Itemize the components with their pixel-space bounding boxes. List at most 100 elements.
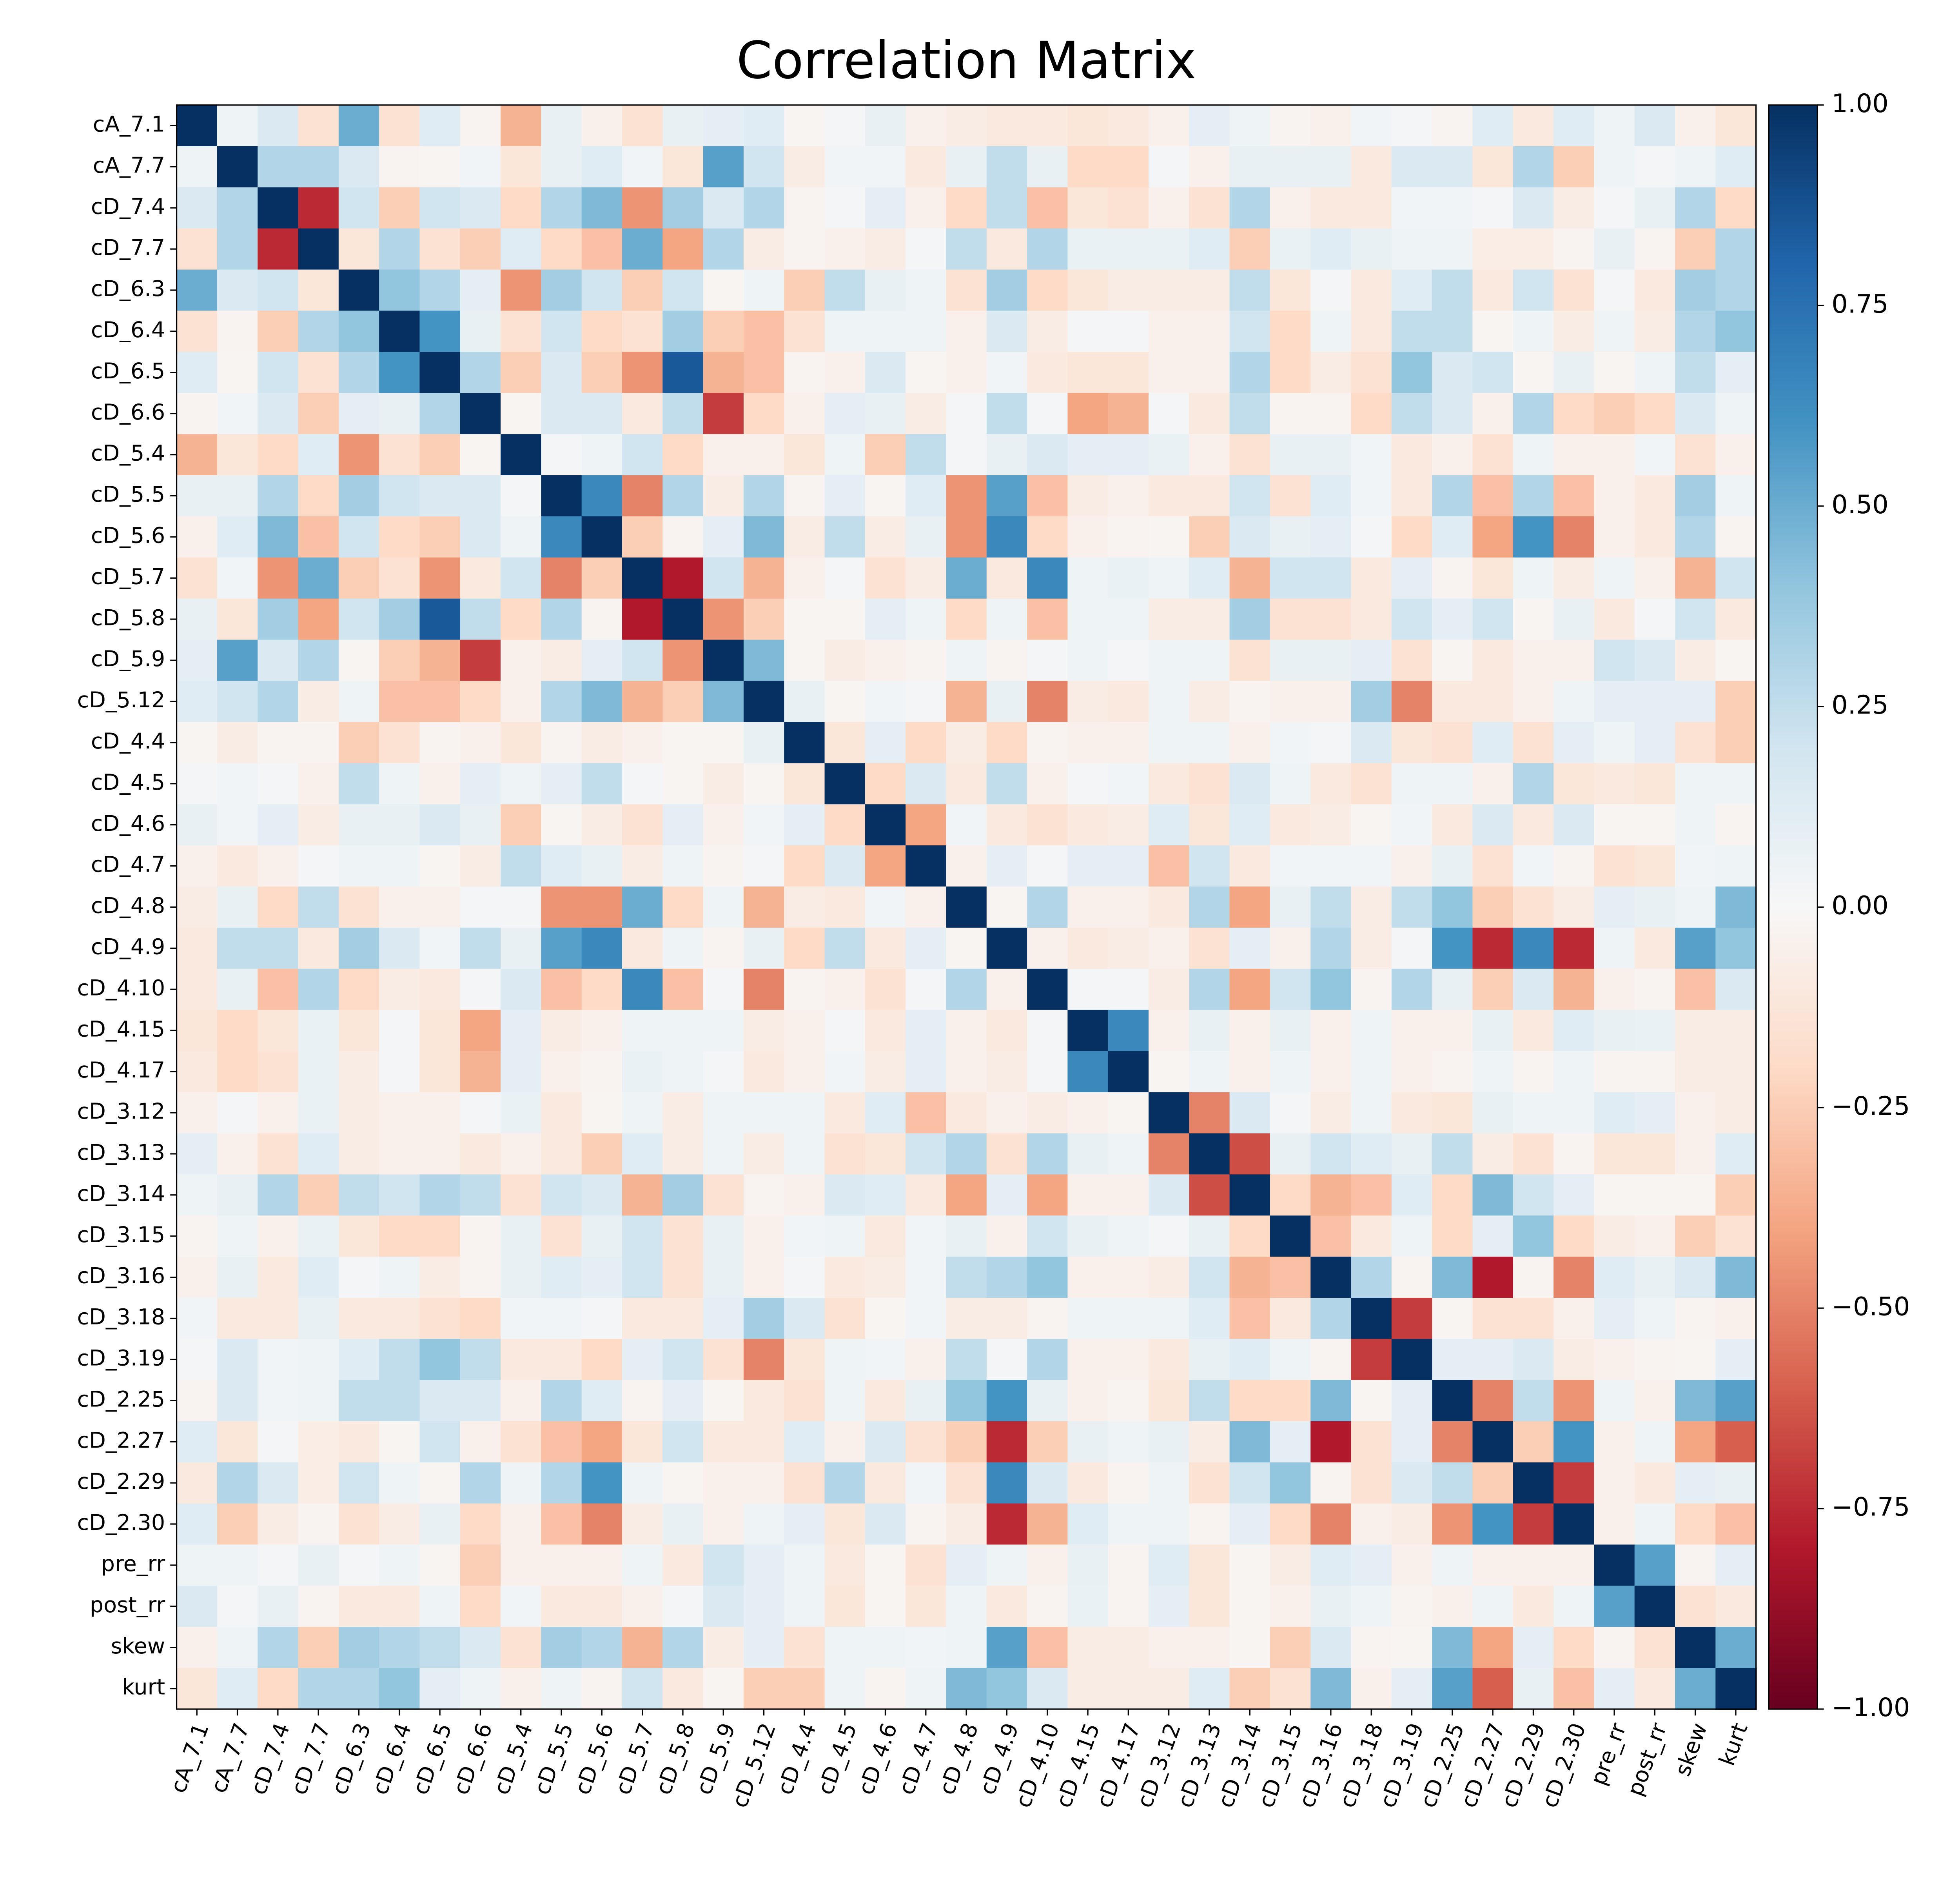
cell (906, 1133, 947, 1175)
cell (1229, 639, 1271, 682)
cell (1391, 681, 1433, 723)
cell (1229, 1257, 1271, 1299)
cell (1351, 475, 1392, 517)
cell (1513, 228, 1555, 271)
cell (1027, 804, 1069, 847)
cell (217, 146, 259, 188)
cell (176, 1668, 218, 1710)
cell (743, 1503, 785, 1546)
cell (946, 1586, 987, 1628)
cell (986, 393, 1028, 435)
cell (1634, 146, 1676, 188)
cell (217, 598, 259, 641)
cell (824, 1627, 866, 1669)
cell (1553, 146, 1595, 188)
cell (986, 1174, 1028, 1217)
cell (1067, 927, 1109, 970)
cell (1027, 722, 1069, 764)
cell (1270, 1133, 1312, 1175)
y-tick-label: cD_6.5 (91, 358, 165, 384)
cell (1067, 1462, 1109, 1504)
cell (1553, 352, 1595, 394)
cell (986, 639, 1028, 682)
cell (581, 105, 623, 147)
cell (1270, 228, 1312, 271)
cell (1108, 1174, 1149, 1217)
cell (581, 887, 623, 928)
cell (865, 1421, 907, 1463)
cell (1391, 845, 1433, 887)
cell (622, 1339, 664, 1381)
y-tick-label: cD_5.5 (91, 482, 165, 507)
cell (1472, 105, 1514, 147)
cell (581, 475, 623, 517)
cell (1310, 557, 1352, 599)
cell (986, 1215, 1028, 1258)
cell (1027, 763, 1069, 805)
cell (258, 1215, 299, 1258)
cell (1310, 927, 1352, 970)
cell (622, 1421, 664, 1463)
cell (824, 1421, 866, 1463)
cell (1715, 105, 1757, 147)
cell (906, 639, 947, 682)
cell (1432, 1257, 1474, 1299)
cell (1270, 1380, 1312, 1422)
cell (1553, 1421, 1595, 1463)
cell (1432, 845, 1474, 887)
cell (1108, 1339, 1149, 1381)
cell (784, 187, 826, 229)
cell (1432, 1380, 1474, 1422)
cell (581, 845, 623, 887)
cell (784, 1133, 826, 1175)
cell (824, 434, 866, 476)
cell (1027, 146, 1069, 188)
cell (1310, 475, 1352, 517)
cell (581, 228, 623, 271)
cell (784, 1421, 826, 1463)
cell (419, 1257, 461, 1299)
cell (622, 722, 664, 764)
cell (1027, 1668, 1069, 1710)
cell (501, 804, 542, 847)
cell (784, 845, 826, 887)
cell (176, 516, 218, 558)
cell (298, 393, 339, 435)
cell (1067, 722, 1109, 764)
cell (986, 1544, 1028, 1587)
cell (865, 146, 907, 188)
cell (946, 228, 987, 271)
cell (1594, 845, 1635, 887)
cell (1634, 1586, 1676, 1628)
cell (1229, 1421, 1271, 1463)
cell (662, 1010, 704, 1052)
cell (258, 722, 299, 764)
cell (1027, 187, 1069, 229)
cell (865, 845, 907, 887)
y-tick-label: cD_6.3 (91, 276, 165, 302)
cell (217, 352, 259, 394)
cell (1270, 1421, 1312, 1463)
cell (338, 1092, 380, 1134)
cell (1189, 1133, 1230, 1175)
cell (946, 1503, 987, 1546)
cell (1472, 968, 1514, 1011)
cell (824, 146, 866, 188)
cell (298, 434, 339, 476)
cell (1675, 598, 1717, 641)
cell (258, 1462, 299, 1504)
cell (419, 1586, 461, 1628)
cell (906, 1462, 947, 1504)
cell (1391, 598, 1433, 641)
cell (1432, 311, 1474, 353)
cell (824, 187, 866, 229)
cell (1149, 1503, 1190, 1546)
cell (1149, 681, 1190, 723)
cell (176, 1380, 218, 1422)
cell (176, 393, 218, 435)
cell (338, 352, 380, 394)
cell (581, 393, 623, 435)
cell (784, 1010, 826, 1052)
cell (1067, 146, 1109, 188)
cell (743, 1257, 785, 1299)
